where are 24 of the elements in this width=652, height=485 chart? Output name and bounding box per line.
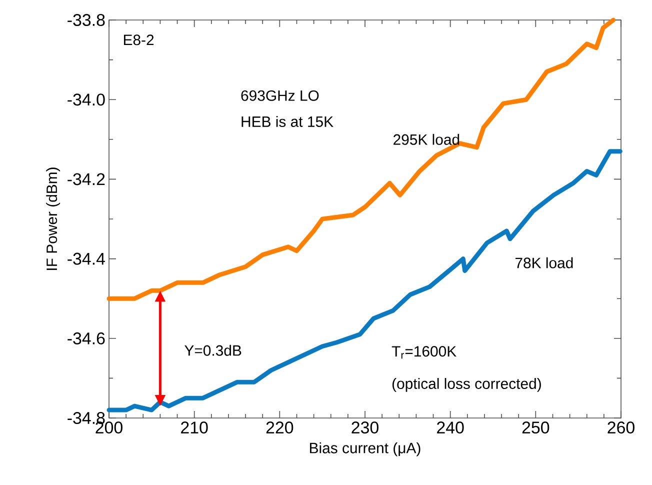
y-tick-label: -34.8: [68, 412, 105, 424]
annotation: E8-2: [124, 34, 154, 46]
x-tick-label: 260: [608, 422, 634, 434]
x-axis-title: Bias current (μA): [310, 442, 420, 456]
x-tick-label: 250: [522, 422, 550, 434]
y-tick-label: -34.0: [68, 94, 105, 106]
annotation: T$_{r}$=1600K: [392, 346, 456, 359]
y-tick-label: -34.2: [68, 173, 105, 186]
series-label: 295K load: [394, 134, 460, 145]
annotation: HEB is at 15K: [242, 116, 334, 127]
x-tick-label: 210: [181, 422, 208, 434]
annotation: (optical loss corrected): [392, 378, 541, 392]
y-axis-title: IF Power (dBm): [46, 168, 60, 270]
y-tick-label: -34.6: [68, 332, 105, 344]
x-tick-label: 220: [266, 422, 294, 434]
y-tick-label: -33.8: [68, 14, 105, 26]
y-tick-label: -34.4: [68, 252, 105, 265]
x-tick-label: 200: [96, 422, 122, 434]
annotation: Y=0.3dB: [184, 344, 242, 356]
annotation: 693GHz LO: [241, 90, 319, 101]
series-label: 78K load: [515, 257, 573, 268]
x-tick-label: 240: [437, 422, 464, 434]
line-series: [106, 18, 616, 301]
x-tick-label: 230: [352, 422, 378, 434]
